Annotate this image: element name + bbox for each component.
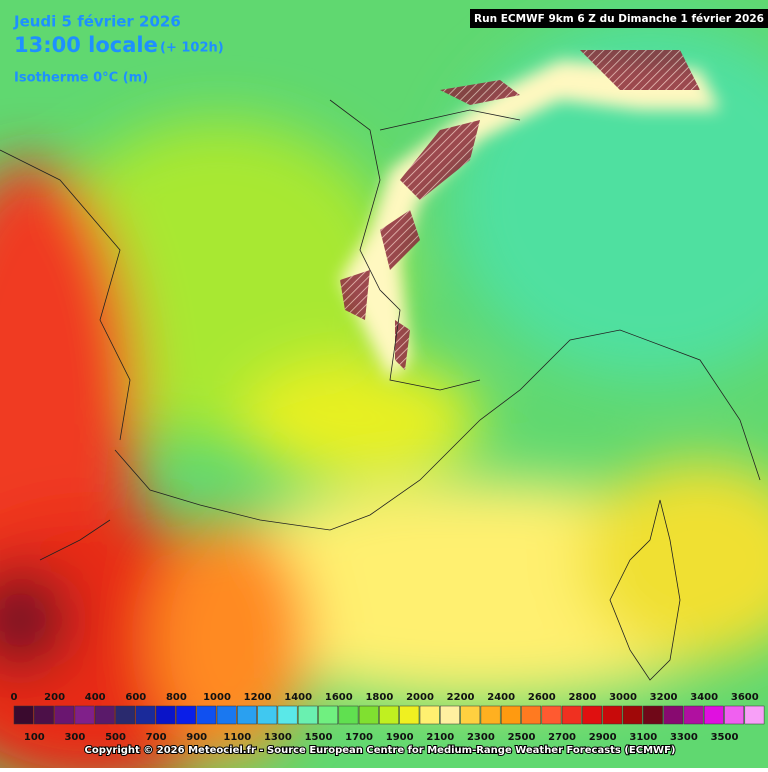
legend-swatch [54, 705, 75, 725]
legend-swatch [399, 705, 420, 725]
copyright: Copyright © 2026 Meteociel.fr - Source E… [85, 745, 676, 756]
legend-label: 3600 [731, 692, 759, 703]
legend-label: 800 [166, 692, 187, 703]
legend-swatch [94, 705, 115, 725]
legend-label: 2800 [568, 692, 596, 703]
forecast-date: Jeudi 5 février 2026 [13, 13, 181, 31]
legend-label: 3100 [629, 732, 657, 743]
legend-label: 1500 [305, 732, 333, 743]
legend-swatch [663, 705, 684, 725]
legend-swatch [521, 705, 542, 725]
legend-label: 1900 [386, 732, 414, 743]
legend-swatch [379, 705, 399, 725]
legend-label: 600 [125, 692, 146, 703]
legend-label: 2100 [426, 732, 454, 743]
legend-swatch [115, 705, 136, 725]
legend-label: 3500 [711, 732, 739, 743]
legend-swatch [257, 705, 278, 725]
legend-swatch [744, 705, 765, 725]
legend-label: 3400 [690, 692, 718, 703]
legend-label: 200 [44, 692, 65, 703]
legend-label: 2900 [589, 732, 617, 743]
legend-swatch [602, 705, 623, 725]
legend-swatch [135, 705, 156, 725]
legend-label: 1800 [365, 692, 393, 703]
legend-swatch [500, 705, 521, 725]
legend-swatch [318, 705, 339, 725]
legend-swatch [237, 705, 257, 725]
legend-label: 1600 [325, 692, 353, 703]
legend-swatch [338, 705, 359, 725]
legend-label: 100 [24, 732, 45, 743]
legend-label: 1700 [345, 732, 373, 743]
legend-swatch [541, 705, 562, 725]
legend-label: 2200 [447, 692, 475, 703]
legend-label: 300 [64, 732, 85, 743]
field-name: Isotherme 0°C (m) [14, 71, 148, 86]
legend-label: 2300 [467, 732, 495, 743]
legend-label: 2400 [487, 692, 515, 703]
legend-label: 500 [105, 732, 126, 743]
legend-swatch [703, 705, 724, 725]
legend-swatch [297, 705, 318, 725]
legend-label: 2600 [528, 692, 556, 703]
legend-label: 400 [85, 692, 106, 703]
legend-label: 1300 [264, 732, 292, 743]
legend-swatch [460, 705, 481, 725]
legend-swatch [34, 705, 54, 725]
legend-swatch [176, 705, 196, 725]
forecast-time: 13:00 locale [14, 33, 158, 57]
legend-swatch [74, 705, 95, 725]
legend-label: 2700 [548, 732, 576, 743]
legend-swatch [622, 705, 643, 725]
legend-label: 1000 [203, 692, 231, 703]
legend-label: 2000 [406, 692, 434, 703]
legend-swatch [724, 705, 745, 725]
legend-swatch [196, 705, 217, 725]
legend-label: 0 [11, 692, 18, 703]
legend-label: 1200 [244, 692, 272, 703]
legend-swatch [155, 705, 176, 725]
legend-swatch [582, 705, 602, 725]
legend-swatch [277, 705, 298, 725]
legend-swatch [419, 705, 440, 725]
legend-label: 1100 [223, 732, 251, 743]
legend-swatch [13, 705, 34, 725]
legend-swatch [358, 705, 379, 725]
legend-swatch [643, 705, 663, 725]
legend-label: 3200 [650, 692, 678, 703]
legend-label: 2500 [508, 732, 536, 743]
legend-swatch [216, 705, 237, 725]
legend-label: 3000 [609, 692, 637, 703]
run-info: Run ECMWF 9km 6 Z du Dimanche 1 février … [474, 13, 764, 25]
legend-swatch [561, 705, 582, 725]
run-box [470, 9, 768, 28]
legend-label: 900 [186, 732, 207, 743]
legend-swatch [683, 705, 704, 725]
header: Jeudi 5 février 2026 13:00 locale (+ 102… [13, 9, 768, 86]
legend: 0 200 400 600 800 1000 1200 1400 1600 1800 2000 220… [11, 692, 765, 743]
forecast-lead: (+ 102h) [160, 41, 224, 56]
legend-label: 3300 [670, 732, 698, 743]
legend-label: 1400 [284, 692, 312, 703]
legend-swatch [480, 705, 501, 725]
legend-swatch [440, 705, 460, 725]
legend-label: 700 [146, 732, 167, 743]
